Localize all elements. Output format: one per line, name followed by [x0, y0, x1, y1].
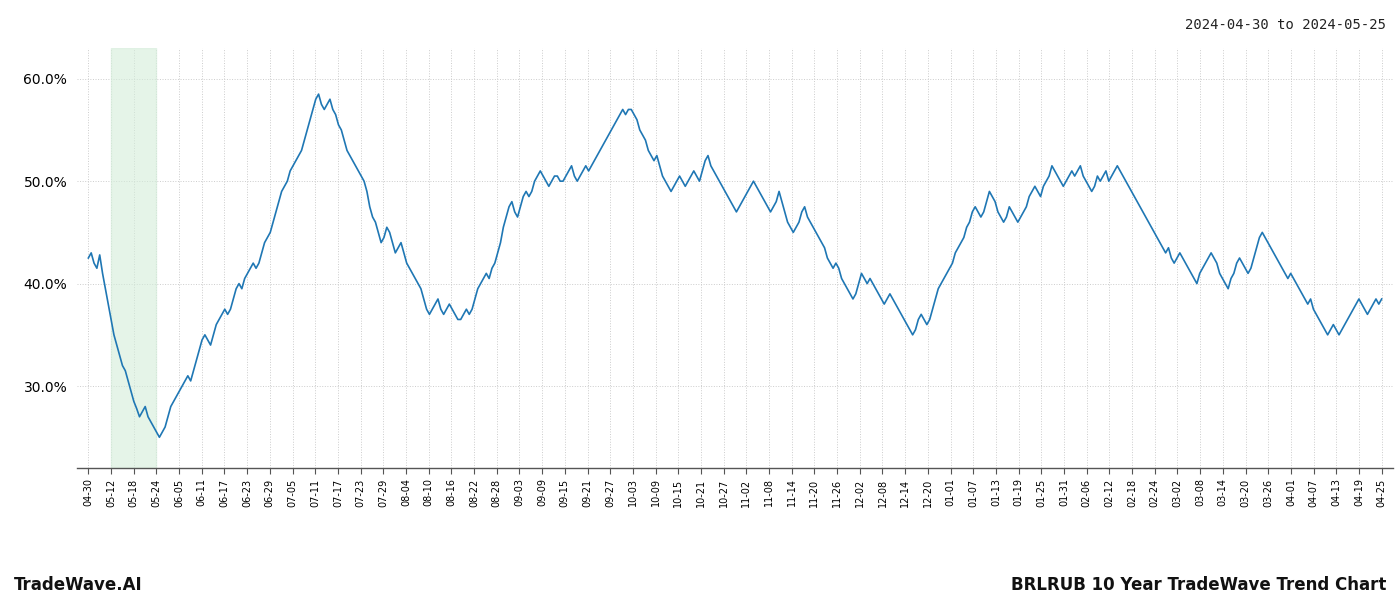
Bar	[111, 48, 157, 468]
Text: BRLRUB 10 Year TradeWave Trend Chart: BRLRUB 10 Year TradeWave Trend Chart	[1011, 576, 1386, 594]
Text: TradeWave.AI: TradeWave.AI	[14, 576, 143, 594]
Text: 2024-04-30 to 2024-05-25: 2024-04-30 to 2024-05-25	[1184, 18, 1386, 32]
